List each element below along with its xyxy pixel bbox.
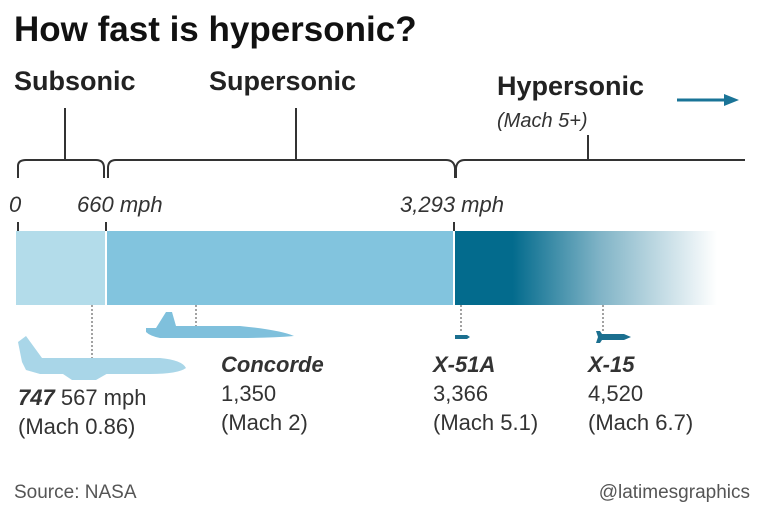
aircraft-name: X-51A (433, 352, 496, 377)
aircraft-mach: (Mach 6.7) (588, 410, 694, 435)
credit-note: @latimesgraphics (598, 482, 750, 503)
aircraft-name: Concorde (221, 352, 324, 377)
hypersonic-note: (Mach 5+) (497, 110, 588, 132)
aircraft-mach: (Mach 0.86) (18, 414, 136, 439)
supersonic-bar (107, 231, 453, 305)
scale-ticks (17, 222, 455, 231)
leader-lines (91, 305, 604, 360)
hypersonic-label: Hypersonic (497, 71, 645, 101)
scale-label-zero: 0 (9, 192, 22, 217)
source-note: Source: NASA (14, 482, 137, 503)
category-brackets (17, 108, 745, 178)
concorde-icon (146, 312, 294, 338)
label-747: 747 567 mph (Mach 0.86) (18, 383, 146, 441)
airliner-icon (18, 336, 186, 380)
aircraft-mach: (Mach 2) (221, 410, 308, 435)
aircraft-speed: 4,520 (588, 381, 644, 406)
aircraft-speed: 1,350 (221, 381, 277, 406)
x51a-icon (455, 335, 470, 339)
label-concorde: Concorde 1,350 (Mach 2) (221, 350, 324, 437)
scale-label-3293: 3,293 mph (400, 192, 504, 217)
page-title: How fast is hypersonic? (14, 10, 417, 49)
aircraft-name: 747 (18, 385, 55, 410)
x15-icon (596, 331, 631, 343)
subsonic-label: Subsonic (14, 66, 136, 96)
label-x51a: X-51A 3,366 (Mach 5.1) (433, 350, 538, 437)
hypersonic-arrow-icon (677, 94, 739, 106)
aircraft-speed: 3,366 (433, 381, 489, 406)
aircraft-mach: (Mach 5.1) (433, 410, 539, 435)
label-x15: X-15 4,520 (Mach 6.7) (588, 350, 693, 437)
aircraft-speed: 567 mph (60, 385, 147, 410)
aircraft-name: X-15 (588, 352, 635, 377)
subsonic-bar (16, 231, 105, 305)
hypersonic-bar (455, 231, 717, 305)
scale-label-660: 660 mph (77, 192, 163, 217)
supersonic-label: Supersonic (209, 66, 357, 96)
